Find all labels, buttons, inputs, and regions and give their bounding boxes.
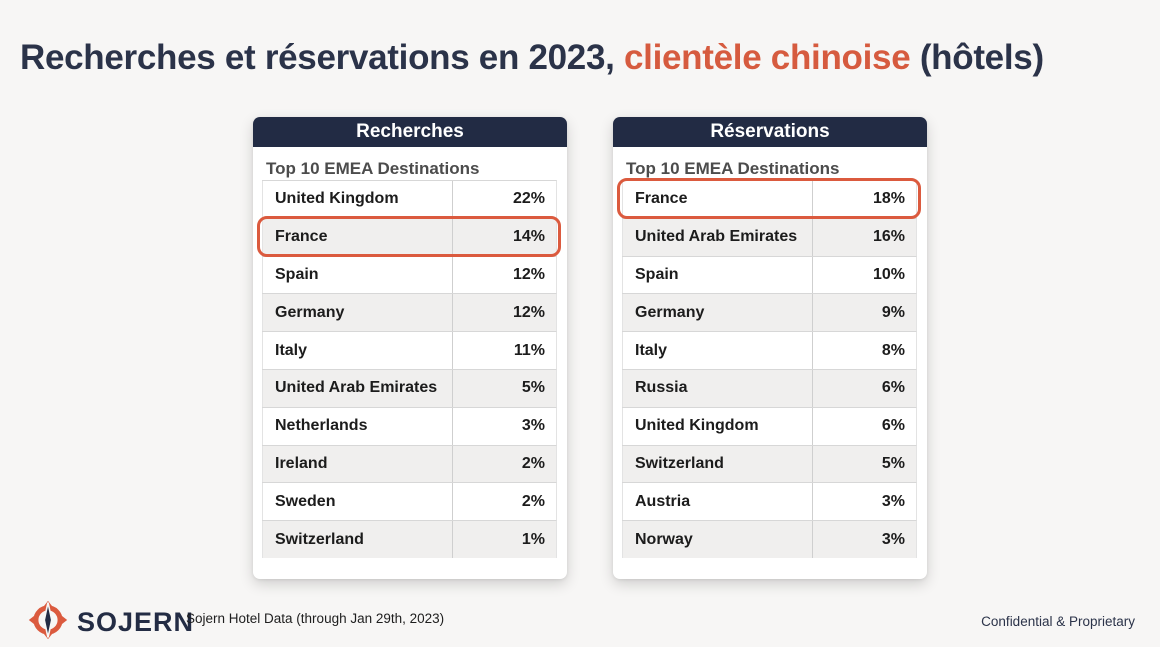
value-cell: 11% — [452, 332, 556, 369]
table-row: Switzerland 5% — [622, 444, 917, 483]
value-cell: 3% — [812, 521, 916, 558]
country-cell: United Arab Emirates — [262, 369, 452, 407]
table-row: Norway 3% — [622, 520, 917, 558]
table-row: Sweden 2% — [262, 482, 557, 521]
title-highlight: clientèle chinoise — [624, 38, 911, 77]
country-cell: Italy — [622, 332, 812, 369]
table-row: Spain 12% — [262, 255, 557, 294]
recherches-table: United Kingdom 22% France 14% Spain 12% German… — [257, 180, 561, 558]
table-row: United Arab Emirates 16% — [622, 217, 917, 256]
value-cell: 9% — [812, 294, 916, 332]
country-cell: Austria — [622, 483, 812, 521]
country-cell: Switzerland — [262, 521, 452, 558]
sojern-compass-icon — [28, 599, 68, 646]
value-cell: 2% — [452, 483, 556, 521]
value-cell: 3% — [452, 407, 556, 445]
table-row: Germany 9% — [622, 293, 917, 332]
country-cell: Norway — [622, 521, 812, 558]
value-cell: 16% — [812, 218, 916, 256]
table-row: Switzerland 1% — [262, 520, 557, 558]
table-row: United Kingdom 22% — [262, 180, 557, 218]
value-cell: 5% — [812, 445, 916, 483]
country-cell: Spain — [262, 256, 452, 294]
table-row: France 18% — [617, 178, 921, 219]
value-cell: 3% — [812, 483, 916, 521]
recherches-card-header: Recherches — [253, 117, 567, 147]
data-source-note: Sojern Hotel Data (through Jan 29th, 202… — [186, 611, 445, 626]
recherches-card-subtitle: Top 10 EMEA Destinations — [266, 159, 480, 178]
table-row: United Arab Emirates 5% — [262, 368, 557, 407]
table-row: Germany 12% — [262, 293, 557, 332]
reservations-table: France 18% United Arab Emirates 16% Spain 10%… — [617, 178, 921, 558]
country-cell: France — [262, 218, 452, 256]
value-cell: 1% — [452, 521, 556, 558]
sojern-wordmark: SOJERN — [77, 607, 195, 637]
table-row: Italy 11% — [262, 331, 557, 369]
title-text-prefix: Recherches et réservations en 2023, — [20, 38, 624, 77]
page-title: Recherches et réservations en 2023, clie… — [20, 38, 1044, 78]
value-cell: 14% — [452, 218, 556, 256]
country-cell: United Kingdom — [262, 181, 452, 218]
value-cell: 5% — [452, 369, 556, 407]
table-row: Ireland 2% — [262, 444, 557, 483]
country-cell: Italy — [262, 332, 452, 369]
value-cell: 8% — [812, 332, 916, 369]
country-cell: United Kingdom — [622, 407, 812, 445]
value-cell: 18% — [812, 181, 916, 218]
country-cell: Sweden — [262, 483, 452, 521]
table-row: United Kingdom 6% — [622, 406, 917, 445]
table-row: Austria 3% — [622, 482, 917, 521]
table-row: Spain 10% — [622, 255, 917, 294]
reservations-card: Réservations Top 10 EMEA Destinations Fr… — [613, 117, 927, 579]
table-row: France 14% — [257, 215, 561, 257]
country-cell: Germany — [262, 294, 452, 332]
country-cell: Spain — [622, 256, 812, 294]
country-cell: Netherlands — [262, 407, 452, 445]
value-cell: 2% — [452, 445, 556, 483]
value-cell: 12% — [452, 256, 556, 294]
table-row: Italy 8% — [622, 331, 917, 369]
title-text-suffix: (hôtels) — [910, 38, 1044, 77]
country-cell: Ireland — [262, 445, 452, 483]
reservations-card-subtitle: Top 10 EMEA Destinations — [626, 159, 840, 178]
country-cell: France — [622, 181, 812, 218]
country-cell: Switzerland — [622, 445, 812, 483]
table-row: Russia 6% — [622, 368, 917, 407]
recherches-card: Recherches Top 10 EMEA Destinations Unit… — [253, 117, 567, 579]
table-row: Netherlands 3% — [262, 406, 557, 445]
value-cell: 6% — [812, 407, 916, 445]
country-cell: Germany — [622, 294, 812, 332]
sojern-logo: SOJERN — [28, 599, 194, 646]
value-cell: 12% — [452, 294, 556, 332]
country-cell: United Arab Emirates — [622, 218, 812, 256]
value-cell: 22% — [452, 181, 556, 218]
confidential-note: Confidential & Proprietary — [981, 614, 1135, 629]
value-cell: 10% — [812, 256, 916, 294]
country-cell: Russia — [622, 369, 812, 407]
reservations-card-header: Réservations — [613, 117, 927, 147]
value-cell: 6% — [812, 369, 916, 407]
